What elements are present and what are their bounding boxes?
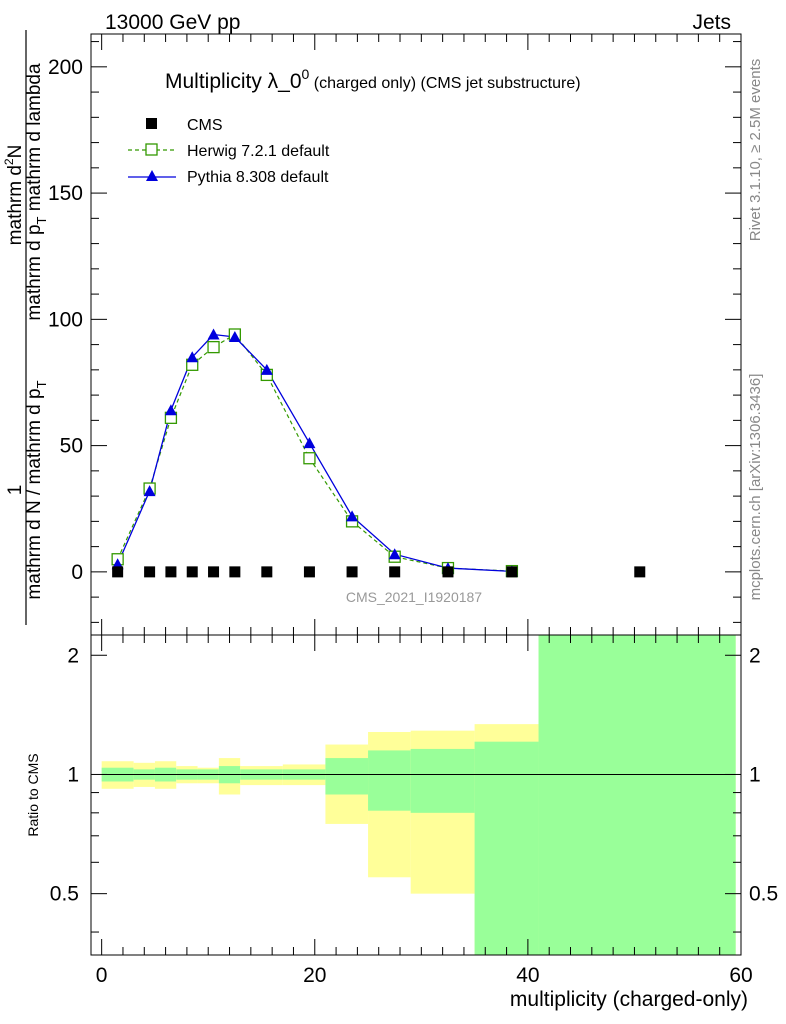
main-ytick-label: 0 bbox=[71, 561, 83, 584]
legend-herwig-marker bbox=[145, 143, 158, 156]
ylabel-den1-text: mathrm d N / mathrm d p bbox=[24, 388, 45, 599]
ylabel-den1-sub: T bbox=[34, 380, 49, 388]
title-main: Multiplicity λ_0 bbox=[165, 70, 302, 93]
ylabel-one: 1 bbox=[5, 485, 26, 496]
ratio-band-inner bbox=[368, 750, 411, 811]
ratio-xtick-label: 20 bbox=[303, 964, 326, 987]
legend-pythia-marker bbox=[146, 170, 158, 181]
rivet-label: Rivet 3.1.10, ≥ 2.5M events bbox=[747, 59, 764, 242]
mcplots-label: mcplots.cern.ch [arXiv:1306.3436] bbox=[747, 374, 764, 601]
ratio-ytick-label-left: 2 bbox=[67, 644, 79, 667]
pythia-point bbox=[164, 404, 177, 416]
cms-point bbox=[442, 566, 454, 578]
cms-point bbox=[186, 566, 198, 578]
x-axis-label: multiplicity (charged-only) bbox=[510, 988, 748, 1011]
legend: CMS Herwig 7.2.1 default Pythia 8.308 de… bbox=[128, 117, 330, 186]
legend-cms-label: CMS bbox=[187, 117, 223, 134]
ratio-xtick-label: 60 bbox=[729, 964, 752, 987]
ratio-ytick-label-right: 0.5 bbox=[749, 883, 778, 906]
pythia-point bbox=[346, 510, 359, 522]
ylabel-den2-rest: mathrm d lambda bbox=[24, 63, 45, 217]
ratio-bands bbox=[101, 635, 736, 955]
main-series bbox=[111, 328, 646, 578]
ratio-ytick-label-left: 1 bbox=[67, 763, 79, 786]
plot-title: Multiplicity λ_00 (charged only) (CMS je… bbox=[165, 66, 581, 93]
ylabel-den2-text: mathrm d p bbox=[24, 224, 45, 320]
ratio-frame bbox=[90, 634, 742, 956]
legend-herwig-label: Herwig 7.2.1 default bbox=[187, 143, 330, 160]
ratio-band-inner bbox=[325, 758, 369, 795]
cms-point bbox=[144, 566, 156, 578]
ratio-xtick-label: 0 bbox=[96, 964, 108, 987]
main-ytick-label: 150 bbox=[48, 182, 83, 205]
ratio-xtick-label: 40 bbox=[516, 964, 539, 987]
main-ytick-label: 100 bbox=[48, 308, 83, 331]
ylabel-num2-text: mathrm d bbox=[5, 165, 26, 245]
ylabel-den2-sub: T bbox=[34, 216, 49, 224]
ratio-ytick-label-right: 2 bbox=[749, 644, 761, 667]
cms-point bbox=[634, 566, 646, 578]
ratio-band-inner bbox=[410, 748, 475, 813]
process-label: Jets bbox=[692, 11, 731, 34]
title-superscript: 0 bbox=[302, 66, 310, 82]
cms-point bbox=[112, 566, 124, 578]
ylabel-numerator-two: mathrm d2N bbox=[2, 145, 26, 246]
analysis-watermark: CMS_2021_I1920187 bbox=[346, 589, 482, 605]
ratio-ytick-label-left: 0.5 bbox=[50, 883, 79, 906]
cms-point bbox=[261, 566, 273, 578]
legend-pythia-label: Pythia 8.308 default bbox=[187, 169, 329, 186]
ratio-ytick-label-right: 1 bbox=[749, 763, 761, 786]
ratio-band-inner bbox=[474, 741, 539, 955]
pythia-point bbox=[186, 351, 199, 363]
main-y-label: 1 mathrm d N / mathrm d pT mathrm d2N ma… bbox=[2, 30, 49, 625]
title-rest: (charged only) (CMS jet substructure) bbox=[309, 75, 580, 92]
ylabel-num2-sup: 2 bbox=[2, 158, 16, 165]
cms-point bbox=[229, 566, 241, 578]
pythia-point bbox=[303, 437, 316, 449]
herwig-line bbox=[117, 333, 512, 572]
herwig-point bbox=[303, 452, 316, 465]
pythia-point bbox=[143, 485, 156, 497]
ylabel-denominator-two: mathrm d pT mathrm d lambda bbox=[24, 63, 49, 321]
energy-label: 13000 GeV pp bbox=[105, 11, 240, 34]
main-y-axis: 0 50 100 150 200 bbox=[48, 34, 742, 635]
pythia-point bbox=[388, 548, 401, 560]
ylabel-denominator-one: mathrm d N / mathrm d pT bbox=[24, 380, 49, 599]
ratio-band-inner bbox=[538, 635, 736, 955]
ylabel-num2-rest: N bbox=[5, 145, 26, 159]
pythia-point bbox=[228, 331, 241, 343]
cms-point bbox=[506, 566, 518, 578]
pythia-point bbox=[260, 363, 273, 375]
cms-point bbox=[165, 566, 177, 578]
cms-point bbox=[389, 566, 401, 578]
cms-point bbox=[208, 566, 220, 578]
herwig-point bbox=[207, 340, 220, 354]
legend-cms-marker bbox=[146, 118, 157, 129]
main-ytick-label: 50 bbox=[60, 435, 83, 458]
ratio-panel: 0.5 0.51 12 20 20 40 60 Ratio to CMS multiplic… bbox=[25, 634, 778, 1011]
cms-point bbox=[303, 566, 315, 578]
main-ytick-label: 200 bbox=[48, 56, 83, 79]
cms-point bbox=[346, 566, 358, 578]
ratio-y-label: Ratio to CMS bbox=[25, 753, 41, 836]
ratio-axes: 0.5 0.51 12 20 20 40 60 bbox=[50, 635, 778, 987]
pythia-point bbox=[207, 328, 220, 340]
